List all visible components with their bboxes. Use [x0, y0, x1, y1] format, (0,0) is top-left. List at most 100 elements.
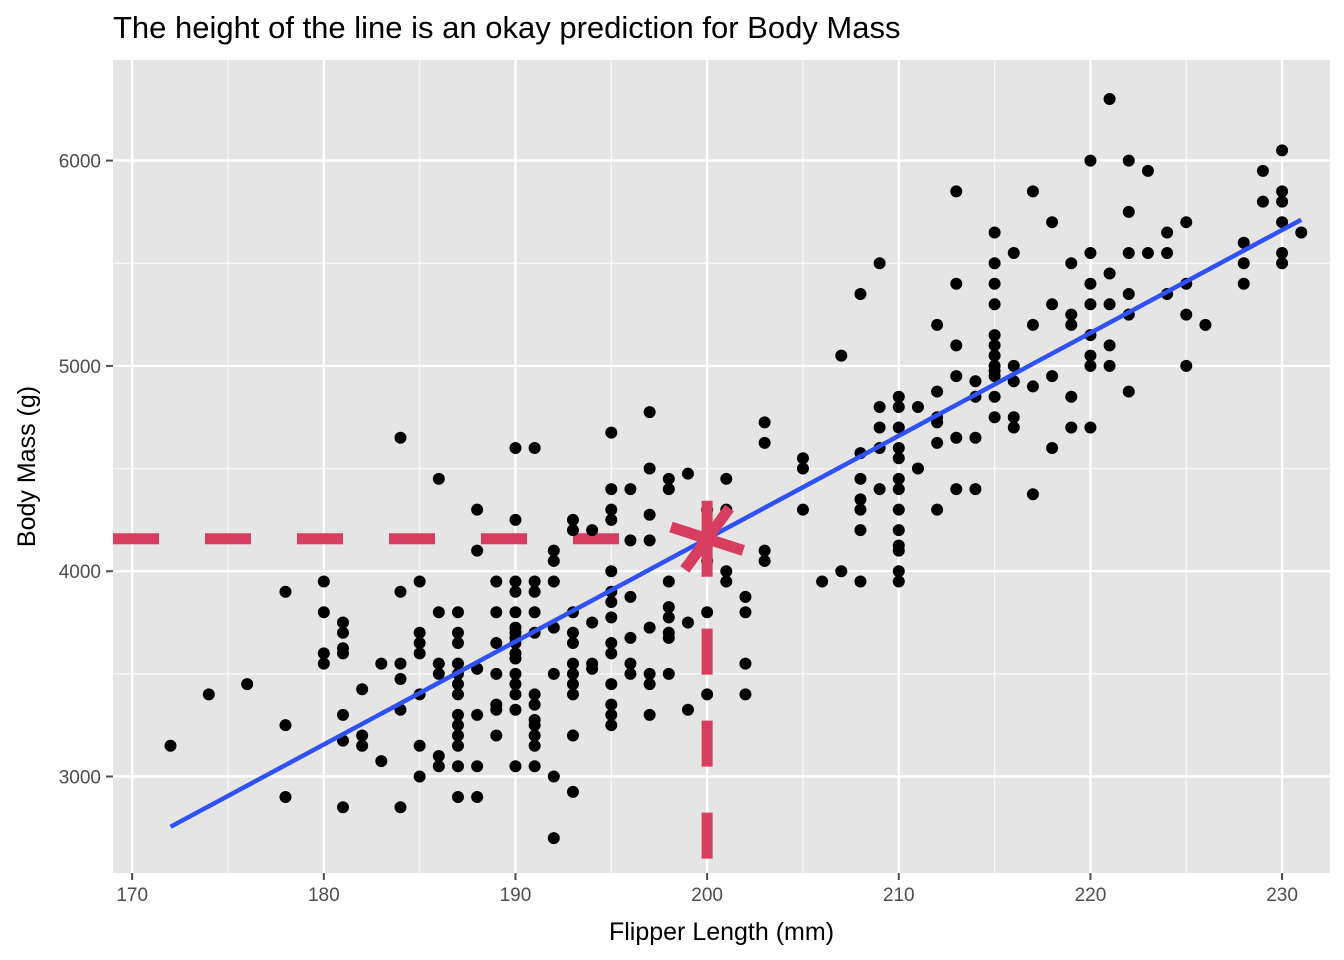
data-point	[988, 257, 1001, 270]
data-point	[471, 791, 484, 804]
data-point	[490, 703, 503, 716]
data-point	[490, 667, 503, 680]
data-point	[892, 575, 905, 588]
data-point	[605, 698, 618, 711]
data-point	[317, 575, 330, 588]
data-point	[471, 708, 484, 721]
data-point	[988, 349, 1001, 362]
data-point	[854, 503, 867, 516]
x-tick-label: 230	[1266, 885, 1298, 906]
data-point	[509, 688, 522, 701]
data-point	[662, 601, 675, 614]
data-point	[1276, 257, 1289, 270]
data-point	[911, 400, 924, 413]
data-point	[471, 544, 484, 557]
data-point	[892, 400, 905, 413]
data-point	[432, 606, 445, 619]
data-point	[586, 524, 599, 537]
data-point	[451, 760, 464, 773]
data-point	[451, 606, 464, 619]
data-point	[509, 678, 522, 691]
data-point	[605, 611, 618, 624]
data-point	[547, 770, 560, 783]
data-point	[643, 462, 656, 475]
data-point	[1122, 288, 1135, 301]
data-point	[528, 442, 541, 455]
data-point	[1084, 349, 1097, 362]
data-point	[509, 585, 522, 598]
data-point	[662, 611, 675, 624]
data-point	[413, 770, 426, 783]
data-point	[566, 667, 579, 680]
data-point	[356, 739, 369, 752]
data-point	[892, 472, 905, 485]
data-point	[566, 513, 579, 526]
data-point	[566, 626, 579, 639]
data-point	[892, 421, 905, 434]
data-point	[892, 544, 905, 557]
data-point	[796, 462, 809, 475]
data-point	[566, 729, 579, 742]
data-point	[375, 657, 388, 670]
data-point	[835, 565, 848, 578]
data-point	[720, 565, 733, 578]
data-point	[528, 606, 541, 619]
data-point	[662, 575, 675, 588]
data-point	[605, 719, 618, 732]
data-point	[336, 801, 349, 814]
data-point	[1084, 246, 1097, 259]
data-point	[950, 339, 963, 352]
data-point	[931, 503, 944, 516]
data-point	[451, 678, 464, 691]
data-point	[566, 524, 579, 537]
data-point	[1237, 257, 1250, 270]
data-point	[662, 667, 675, 680]
data-point	[279, 585, 292, 598]
data-point	[1007, 375, 1020, 388]
x-tick-label: 210	[883, 885, 915, 906]
data-point	[873, 483, 886, 496]
data-point	[1084, 421, 1097, 434]
data-point	[528, 688, 541, 701]
data-point	[509, 652, 522, 665]
data-point	[1007, 246, 1020, 259]
y-axis: 3000 4000 5000 6000	[59, 152, 113, 789]
data-point	[1295, 226, 1308, 239]
data-point	[892, 390, 905, 403]
data-point	[681, 467, 694, 480]
data-point	[375, 755, 388, 768]
data-point	[1237, 277, 1250, 290]
data-point	[1161, 226, 1174, 239]
data-point	[873, 421, 886, 434]
data-point	[1026, 380, 1039, 393]
data-point	[624, 590, 637, 603]
x-tick-label: 220	[1075, 885, 1107, 906]
data-point	[547, 575, 560, 588]
prediction-guides	[113, 533, 713, 859]
data-point	[931, 436, 944, 449]
data-point	[892, 503, 905, 516]
data-point	[586, 616, 599, 629]
data-point	[279, 719, 292, 732]
data-point	[547, 554, 560, 567]
data-point	[1276, 216, 1289, 229]
data-point	[1046, 370, 1059, 383]
data-point	[413, 739, 426, 752]
data-point	[988, 390, 1001, 403]
data-point	[451, 791, 464, 804]
data-point	[1180, 308, 1193, 321]
data-point	[643, 534, 656, 547]
data-point	[701, 688, 714, 701]
data-point	[988, 370, 1001, 383]
data-point	[1122, 154, 1135, 167]
data-point	[605, 565, 618, 578]
data-point	[471, 760, 484, 773]
data-point	[892, 524, 905, 537]
data-point	[662, 631, 675, 644]
prediction-marker-group	[669, 500, 745, 577]
data-point	[547, 832, 560, 845]
data-point	[490, 606, 503, 619]
data-point	[356, 729, 369, 742]
regression-line	[169, 217, 1303, 829]
